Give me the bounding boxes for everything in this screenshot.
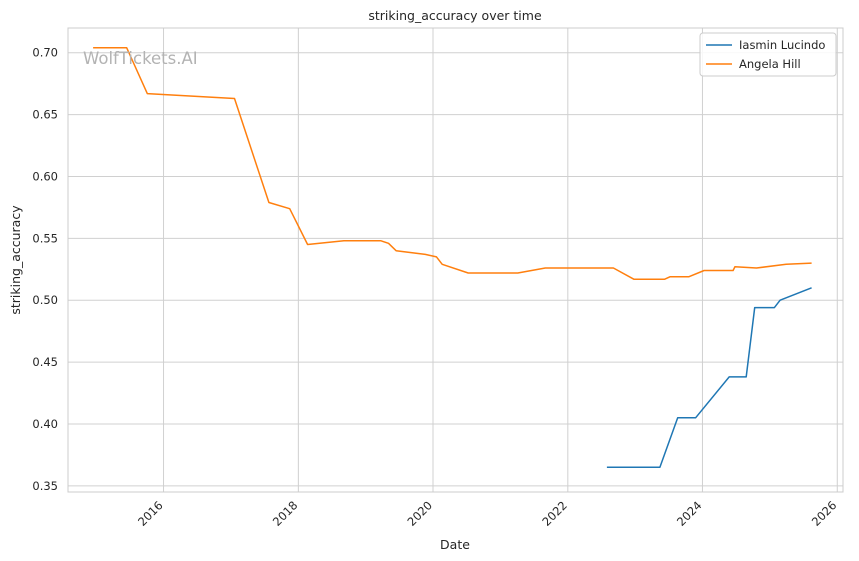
x-tick-label: 2022 — [539, 498, 570, 529]
y-tick-label: 0.60 — [32, 169, 58, 183]
legend-box — [699, 32, 837, 77]
x-tick-label: 2020 — [405, 498, 436, 529]
legend-label-angela-hill: Angela Hill — [739, 57, 801, 71]
legend: Iasmin Lucindo Angela Hill — [699, 32, 837, 77]
x-tick-label: 2026 — [809, 498, 840, 529]
y-tick-label: 0.70 — [32, 46, 58, 60]
x-tick-label: 2016 — [135, 498, 166, 529]
y-axis-label: striking_accuracy — [8, 205, 23, 315]
grid — [68, 28, 843, 492]
y-tick-label: 0.45 — [32, 355, 58, 369]
x-axis-label: Date — [440, 537, 470, 552]
y-tick-label: 0.50 — [32, 293, 58, 307]
y-tick-label: 0.65 — [32, 108, 58, 122]
plot-area-border — [67, 27, 844, 493]
legend-label-iasmin-lucindo: Iasmin Lucindo — [739, 38, 825, 52]
chart-title: striking_accuracy over time — [368, 8, 542, 23]
x-tick-label: 2018 — [270, 498, 301, 529]
x-tick-label: 2024 — [674, 498, 705, 529]
series-lines — [93, 47, 812, 469]
y-tick-label: 0.55 — [32, 231, 58, 245]
watermark-text: WolfTickets.AI — [83, 49, 198, 68]
y-tick-label: 0.40 — [32, 417, 58, 431]
series-line-angela-hill — [93, 47, 812, 280]
series-line-iasmin-lucindo — [606, 287, 812, 469]
tick-labels: 0.35 0.40 0.45 0.50 0.55 0.60 0.65 0.70 2016 2018… — [32, 46, 839, 529]
y-tick-label: 0.35 — [32, 479, 58, 493]
